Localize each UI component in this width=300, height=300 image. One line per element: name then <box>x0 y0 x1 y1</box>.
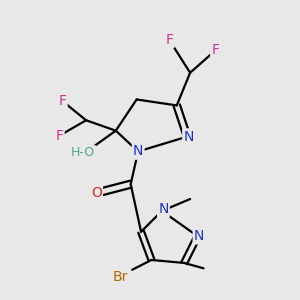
Text: F: F <box>55 129 63 143</box>
Text: N: N <box>133 145 143 158</box>
Text: F: F <box>55 129 63 143</box>
Text: O: O <box>91 186 102 200</box>
Text: O: O <box>91 186 102 200</box>
Text: F: F <box>58 94 66 108</box>
Text: F: F <box>212 44 219 57</box>
Text: F: F <box>165 33 173 47</box>
Text: H-O: H-O <box>71 146 95 160</box>
Text: F: F <box>58 94 66 108</box>
Text: N: N <box>158 202 169 216</box>
Text: N: N <box>133 145 143 158</box>
Text: N: N <box>158 202 169 216</box>
Text: Br: Br <box>112 270 128 284</box>
Text: F: F <box>165 33 173 47</box>
Text: H-O: H-O <box>71 146 95 160</box>
Text: N: N <box>184 130 194 144</box>
Text: Br: Br <box>112 270 128 284</box>
Text: N: N <box>194 229 204 243</box>
Text: F: F <box>212 44 219 57</box>
Text: N: N <box>194 229 204 243</box>
Text: N: N <box>184 130 194 144</box>
